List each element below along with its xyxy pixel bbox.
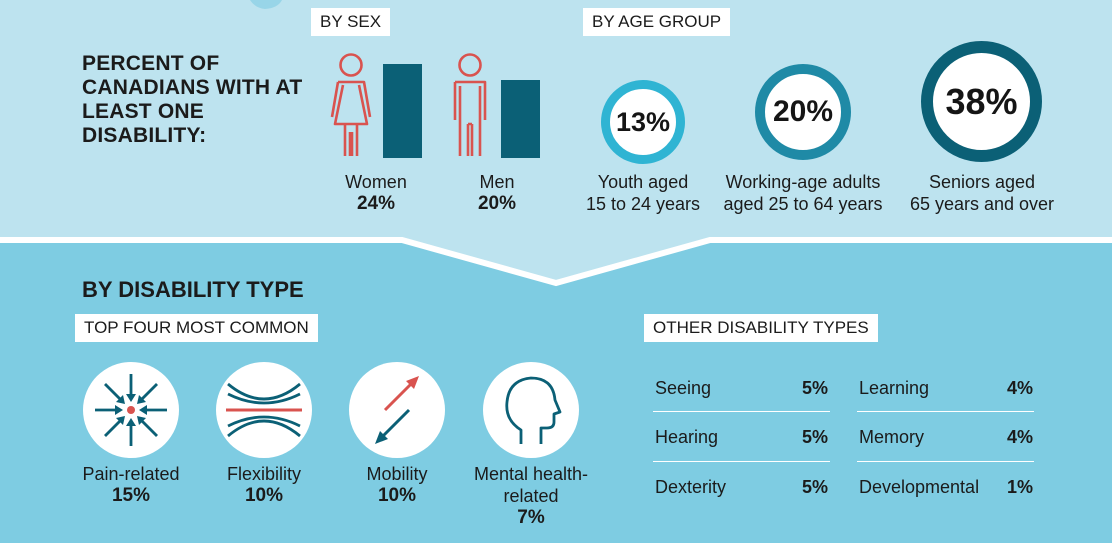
mobility-arrows-icon	[375, 376, 419, 444]
other-seeing-percent: 5%	[801, 378, 828, 398]
flexibility-percent: 10%	[244, 485, 284, 506]
flexibility-icon-circle	[216, 362, 312, 458]
working-age-caption-line1: Working-age adults	[725, 172, 881, 192]
mental-health-label-line2: related	[503, 486, 559, 506]
other-memory-percent: 4%	[1006, 427, 1033, 447]
working-age-caption-line2: aged 25 to 64 years	[723, 194, 883, 214]
mobility-percent: 10%	[377, 485, 417, 506]
other-memory-label: Memory	[859, 427, 925, 447]
divider	[653, 461, 830, 462]
other-hearing-percent: 5%	[801, 427, 828, 447]
flexibility-label: Flexibility	[226, 464, 301, 484]
mobility-label: Mobility	[366, 464, 428, 484]
seniors-caption-line2: 65 years and over	[909, 194, 1055, 214]
working-age-ring: 20%	[755, 64, 851, 160]
by-sex-label: BY SEX	[311, 8, 391, 36]
man-figure-icon	[453, 53, 487, 156]
other-dexterity-label: Dexterity	[655, 477, 727, 497]
mobility-icon-circle	[349, 362, 445, 458]
pain-percent: 15%	[111, 485, 151, 506]
men-label: Men	[479, 172, 515, 192]
youth-caption-line1: Youth aged	[597, 172, 689, 192]
men-group: Men 20%	[457, 171, 537, 215]
pain-item: Pain-related 15%	[66, 463, 196, 507]
disability-type-title: BY DISABILITY TYPE	[82, 277, 304, 302]
men-percent: 20%	[477, 193, 517, 214]
other-learning-percent: 4%	[1006, 378, 1033, 398]
other-learning-label: Learning	[859, 378, 930, 398]
pain-arrows-icon	[95, 374, 167, 446]
working-age-percent: 20%	[772, 95, 834, 128]
seniors-caption-line1: Seniors aged	[928, 172, 1036, 192]
youth-caption: Youth aged 15 to 24 years	[573, 171, 713, 215]
seniors-percent: 38%	[945, 80, 1018, 122]
other-dexterity-percent: 5%	[801, 477, 828, 497]
women-group: Women 24%	[336, 171, 416, 215]
working-age-caption: Working-age adults aged 25 to 64 years	[713, 171, 893, 215]
divider	[857, 411, 1034, 412]
mental-health-icon-circle	[483, 362, 579, 458]
pain-label: Pain-related	[82, 464, 180, 484]
mobility-item: Mobility 10%	[332, 463, 462, 507]
other-types-label: OTHER DISABILITY TYPES	[644, 314, 878, 342]
youth-percent: 13%	[615, 106, 671, 137]
men-bar	[501, 80, 540, 158]
other-hearing-label: Hearing	[655, 427, 719, 447]
seniors-ring: 38%	[921, 41, 1042, 162]
mental-health-label-line1: Mental health-	[473, 464, 589, 484]
flexibility-curves-icon	[226, 382, 302, 438]
head-profile-icon	[505, 376, 562, 444]
by-age-label: BY AGE GROUP	[583, 8, 731, 36]
mental-health-item: Mental health- related 7%	[456, 463, 606, 529]
mental-health-percent: 7%	[517, 507, 545, 528]
youth-ring: 13%	[601, 80, 685, 164]
other-developmental-percent: 1%	[1006, 477, 1033, 497]
youth-caption-line2: 15 to 24 years	[585, 194, 701, 214]
pain-icon-circle	[83, 362, 179, 458]
page-title: PERCENT OF CANADIANS WITH AT LEAST ONE D…	[82, 52, 303, 147]
other-developmental-label: Developmental	[859, 477, 980, 497]
divider	[857, 461, 1034, 462]
other-seeing-label: Seeing	[655, 378, 712, 398]
seniors-caption: Seniors aged 65 years and over	[900, 171, 1064, 215]
women-bar	[383, 64, 422, 158]
flexibility-item: Flexibility 10%	[199, 463, 329, 507]
women-percent: 24%	[356, 193, 396, 214]
top-four-label: TOP FOUR MOST COMMON	[75, 314, 318, 342]
women-label: Women	[345, 172, 407, 192]
woman-figure-icon	[330, 53, 372, 156]
divider	[653, 411, 830, 412]
